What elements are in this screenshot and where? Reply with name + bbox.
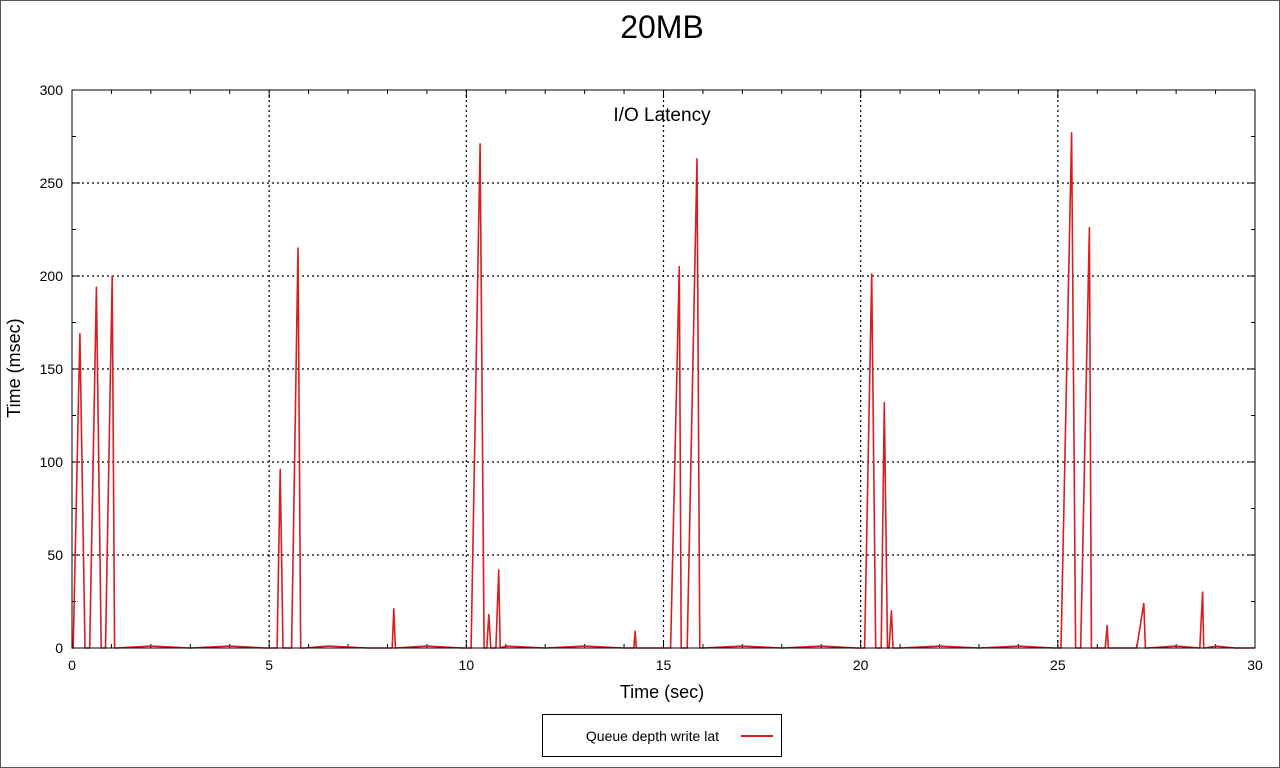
x-tick-label: 0 [68, 657, 76, 673]
y-tick-label: 150 [40, 361, 64, 377]
y-axis-label: Time (msec) [4, 318, 24, 417]
x-tick-label: 20 [853, 657, 869, 673]
y-tick-label: 200 [40, 268, 64, 284]
x-tick-label: 15 [656, 657, 672, 673]
x-tick-label: 25 [1050, 657, 1066, 673]
y-tick-label: 0 [55, 640, 63, 656]
chart-title: 20MB [620, 9, 704, 45]
y-tick-label: 250 [40, 175, 64, 191]
x-tick-label: 10 [459, 657, 475, 673]
y-tick-label: 300 [40, 82, 64, 98]
y-tick-label: 50 [47, 547, 63, 563]
legend: Queue depth write lat [542, 714, 782, 757]
chart-subtitle: I/O Latency [613, 105, 711, 126]
grid [72, 90, 1255, 648]
x-axis-label: Time (sec) [620, 682, 704, 702]
legend-line-swatch [741, 735, 773, 737]
y-tick-label: 100 [40, 454, 64, 470]
plot-border [71, 89, 1256, 649]
x-tick-label: 5 [265, 657, 273, 673]
legend-label: Queue depth write lat [585, 728, 719, 744]
x-tick-label: 30 [1247, 657, 1263, 673]
